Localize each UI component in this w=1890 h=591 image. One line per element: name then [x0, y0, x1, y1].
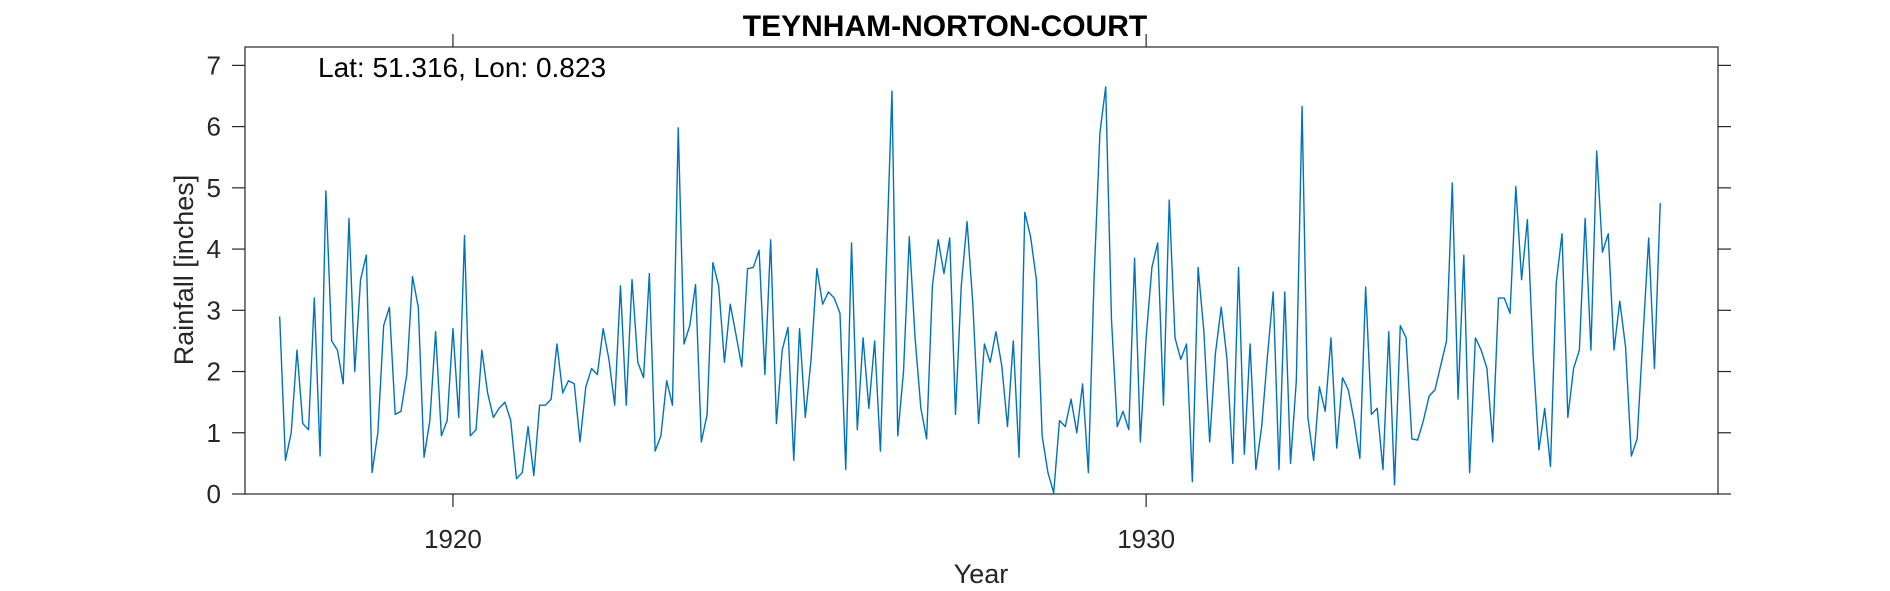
location-annotation: Lat: 51.316, Lon: 0.823: [318, 52, 606, 83]
axis-ticks: [232, 34, 1731, 507]
y-tick-label-6: 6: [207, 112, 221, 142]
y-tick-labels: 0 1 2 3 4 5 6 7: [207, 50, 221, 509]
rainfall-series-line-0: [278, 86, 1661, 494]
x-tick-label-1920: 1920: [424, 524, 482, 554]
chart-title: TEYNHAM-NORTON-COURT: [743, 10, 1147, 43]
y-axis-label: Rainfall [inches]: [169, 175, 199, 366]
y-tick-label-3: 3: [207, 295, 221, 325]
y-tick-label-2: 2: [207, 357, 221, 387]
x-tick-labels: 1920 1930: [424, 524, 1175, 554]
x-tick-label-1930: 1930: [1117, 524, 1175, 554]
y-tick-label-1: 1: [207, 418, 221, 448]
y-tick-label-4: 4: [207, 234, 221, 264]
series-layer: [278, 86, 1661, 494]
y-tick-label-0: 0: [207, 479, 221, 509]
y-tick-label-5: 5: [207, 173, 221, 203]
y-tick-label-7: 7: [207, 50, 221, 80]
x-axis-label: Year: [954, 559, 1009, 589]
